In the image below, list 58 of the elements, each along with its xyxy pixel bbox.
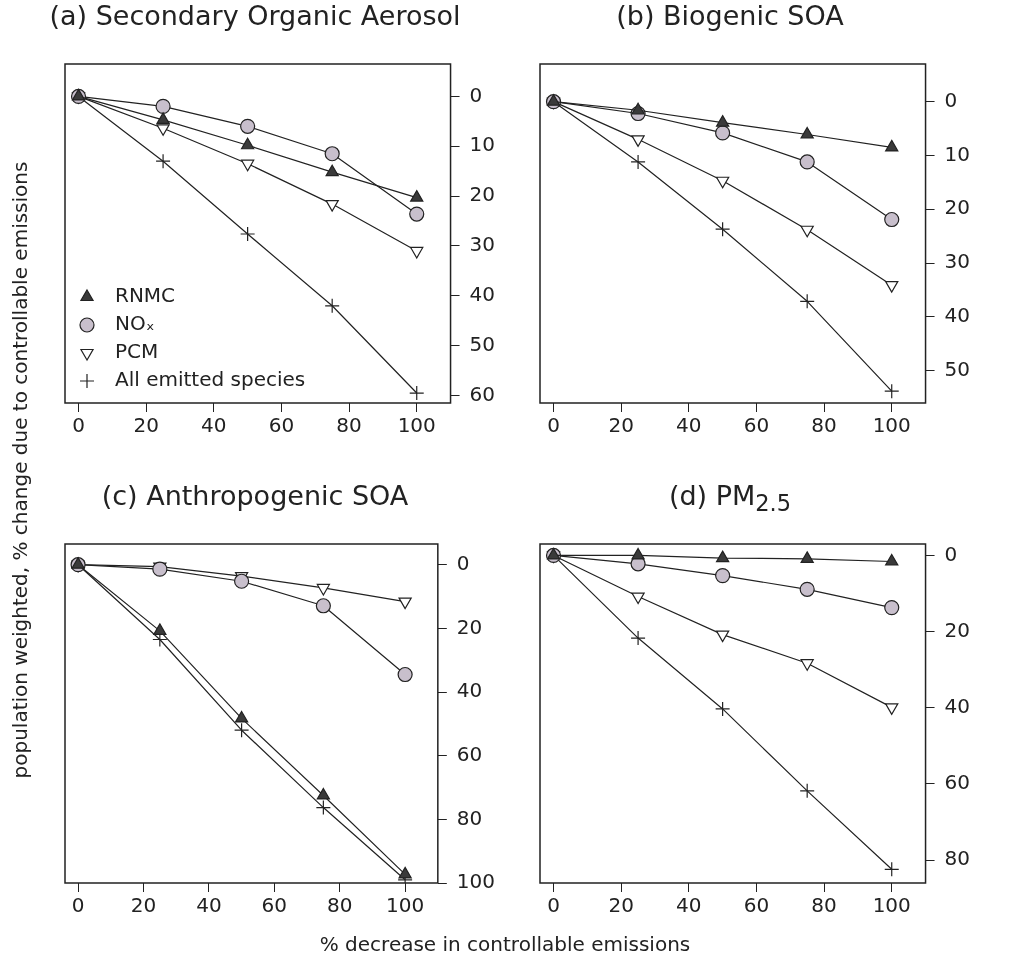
y-tick-label: 40: [944, 693, 970, 718]
x-tick-label: 20: [608, 893, 634, 918]
chart-title: (b) Biogenic SOA: [615, 0, 845, 31]
y-tick-label: 40: [944, 303, 970, 328]
legend-label: PCM: [115, 339, 159, 364]
y-tick-label: 10: [944, 141, 970, 166]
x-tick-label: 100: [397, 413, 436, 438]
x-tick-label: 80: [811, 893, 837, 918]
legend-label: RNMC: [115, 283, 176, 308]
y-tick-label: 20: [469, 182, 495, 207]
x-tick-label: 80: [811, 413, 837, 438]
y-tick-label: 50: [944, 356, 970, 381]
y-tick-label: 80: [456, 805, 483, 830]
x-tick-label: 0: [72, 413, 85, 438]
y-tick-label: 40: [469, 282, 495, 307]
legend-label: All emitted species: [115, 367, 306, 392]
x-tick-label: 20: [133, 413, 159, 438]
chart-title: (c) Anthropogenic SOA: [100, 480, 410, 511]
y-tick-label: 80: [944, 846, 970, 871]
y-tick-label: 40: [456, 678, 483, 703]
y-tick-label: 60: [944, 770, 970, 795]
x-tick-label: 100: [872, 413, 911, 438]
y-tick-label: 30: [469, 232, 495, 257]
y-tick-label: 20: [944, 195, 970, 220]
x-tick-label: 60: [743, 893, 770, 918]
x-tick-label: 0: [547, 413, 560, 438]
y-tick-label: 0: [944, 87, 958, 112]
y-tick-label: 100: [456, 869, 496, 894]
y-tick-label: 60: [469, 381, 495, 406]
y-tick-label: 20: [944, 617, 970, 642]
x-tick-label: 20: [608, 413, 634, 438]
y-tick-label: 20: [456, 614, 483, 639]
x-tick-label: 40: [676, 413, 702, 438]
chart-title: (a) Secondary Organic Aerosol: [48, 0, 462, 31]
chart-title: (d) PM$_{2.5}$: [667, 480, 793, 517]
x-tick-label: 100: [386, 893, 425, 918]
y-axis-title: population weighted, % change due to controllable emissions: [8, 161, 33, 779]
x-tick-label: 0: [547, 893, 560, 918]
y-tick-label: 0: [944, 541, 958, 566]
y-tick-label: 50: [469, 331, 495, 356]
y-tick-label: 60: [456, 741, 483, 766]
x-tick-label: 40: [201, 413, 227, 438]
x-tick-label: 0: [71, 893, 85, 918]
y-tick-label: 0: [456, 550, 470, 575]
x-tick-label: 100: [872, 893, 911, 918]
x-tick-label: 40: [196, 893, 222, 918]
x-tick-label: 20: [130, 893, 157, 918]
x-tick-label: 80: [326, 893, 353, 918]
x-tick-label: 60: [261, 893, 288, 918]
x-tick-label: 40: [676, 893, 702, 918]
x-axis-title: % decrease in controllable emissions: [318, 932, 692, 956]
y-tick-label: 0: [469, 82, 483, 107]
y-tick-label: 30: [944, 249, 970, 274]
y-tick-label: 10: [469, 132, 495, 157]
x-tick-label: 80: [336, 413, 362, 438]
x-tick-label: 60: [268, 413, 295, 438]
x-tick-label: 60: [743, 413, 770, 438]
legend-label: NOₓ: [115, 311, 155, 336]
